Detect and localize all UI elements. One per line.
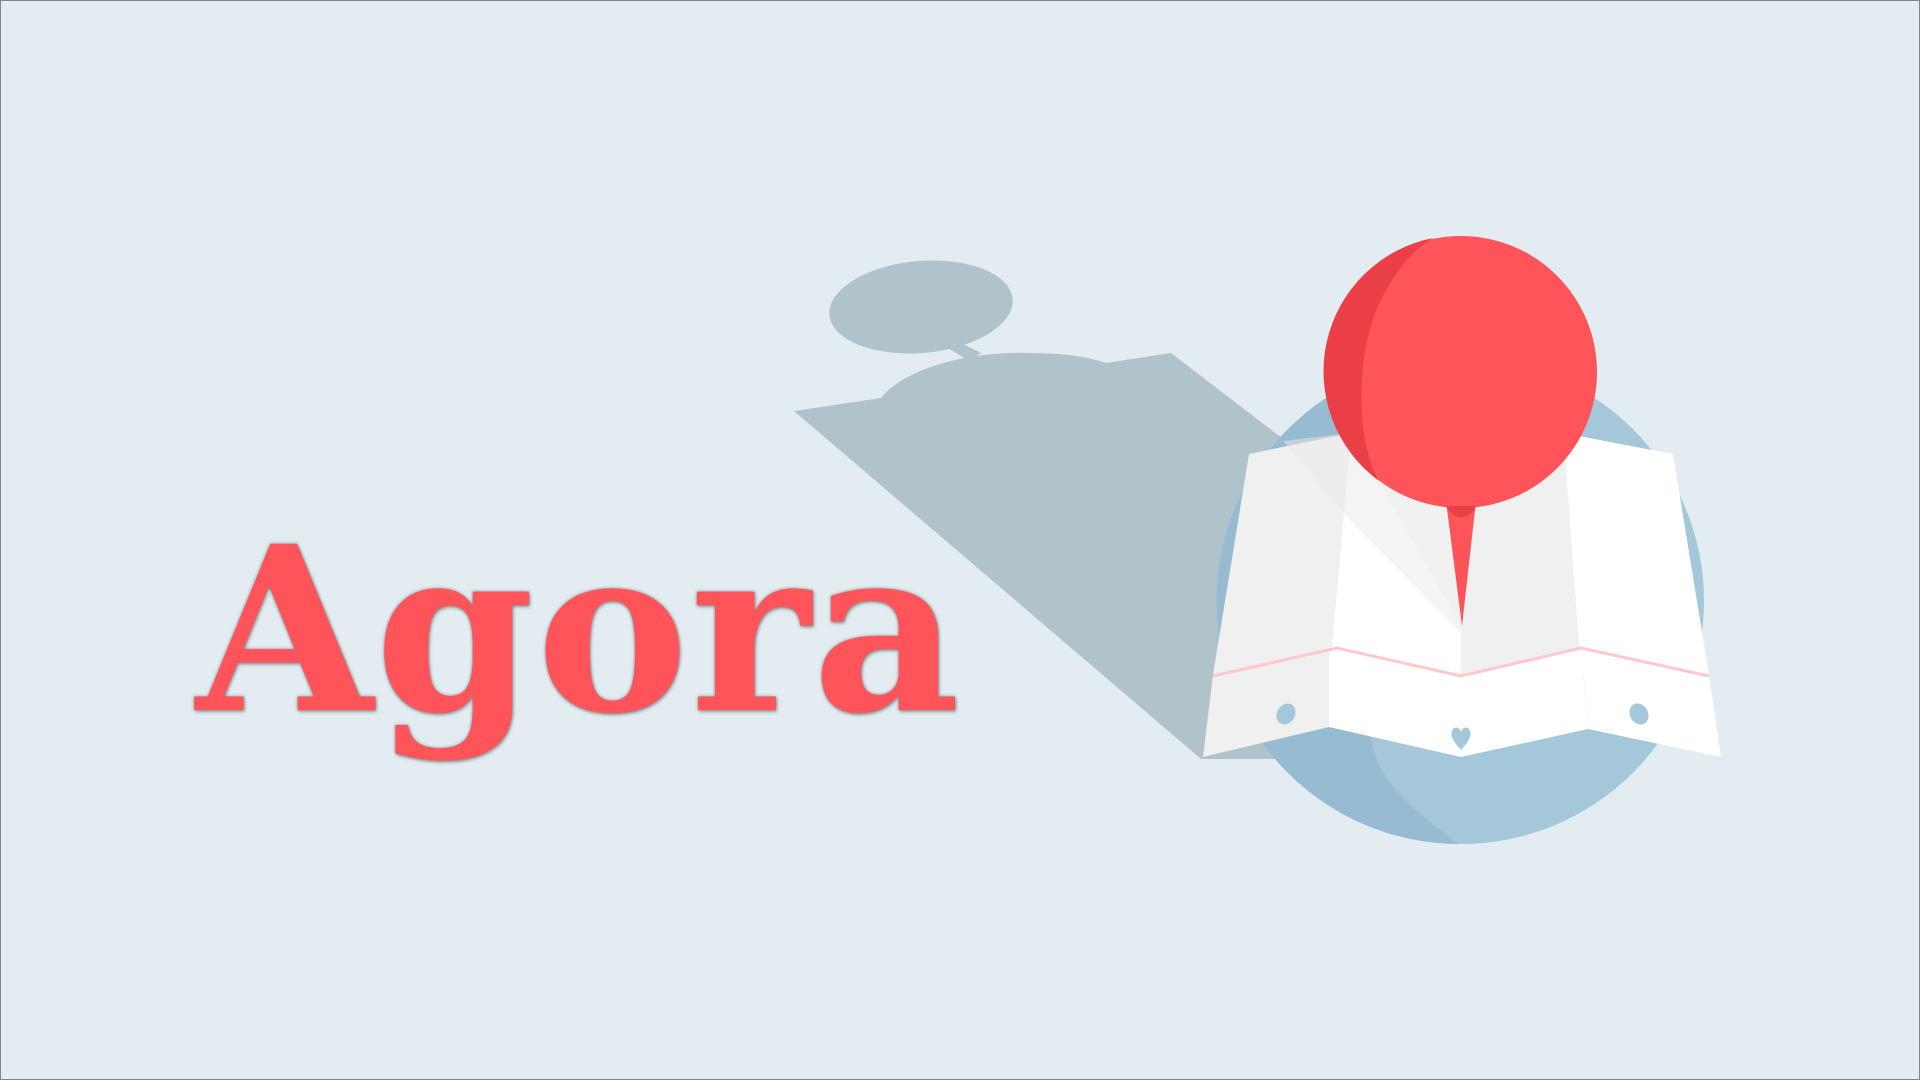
heart-icon <box>1451 727 1471 750</box>
speech-bubble-shadow <box>794 260 1291 759</box>
map-pin-icon <box>1323 236 1597 626</box>
brand-title: Agora <box>196 496 963 764</box>
